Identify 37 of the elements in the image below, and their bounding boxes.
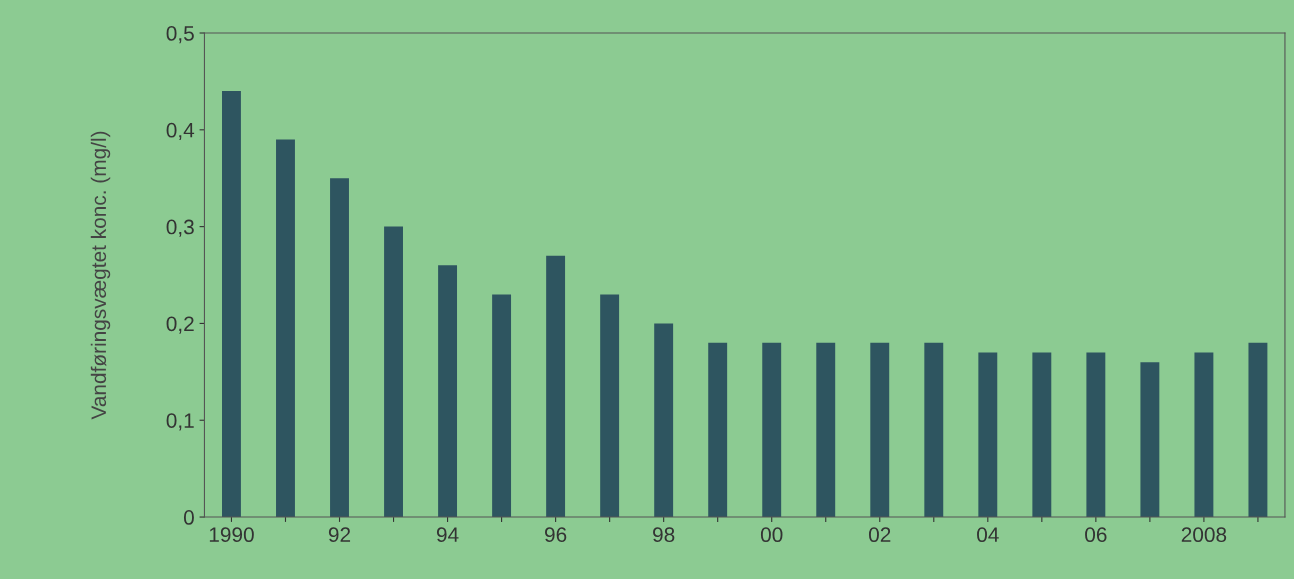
bar — [1248, 342, 1268, 518]
bar — [924, 342, 944, 518]
bar — [978, 352, 998, 518]
bar — [492, 294, 512, 518]
y-tick-label: 0,1 — [166, 413, 194, 431]
bar — [600, 294, 620, 518]
y-axis-title: Vandføringsvægtet konc. (mg/l) — [90, 131, 111, 420]
bar — [384, 226, 403, 518]
bar — [546, 255, 566, 518]
y-tick-label: 0 — [183, 510, 194, 525]
y-tick-label: 0,2 — [166, 316, 194, 334]
bar — [330, 178, 349, 518]
bar — [1032, 352, 1052, 518]
bar — [762, 342, 782, 518]
bar — [222, 91, 241, 518]
bar — [1194, 352, 1214, 518]
x-tick-label: 04 — [977, 527, 999, 543]
bar — [1140, 362, 1160, 518]
bar — [870, 342, 890, 518]
y-tick-label: 0,3 — [166, 219, 194, 237]
x-tick-label: 00 — [760, 527, 783, 543]
x-tick-label: 92 — [328, 527, 351, 543]
x-tick-label: 98 — [653, 527, 675, 543]
x-tick-label: 06 — [1085, 527, 1107, 543]
bar — [276, 139, 295, 518]
x-tick-label: 2008 — [1181, 527, 1227, 543]
x-tick-label: 1990 — [209, 527, 254, 543]
bar — [654, 323, 674, 518]
y-tick-label: 0,4 — [166, 122, 195, 141]
x-tick-label: 96 — [545, 527, 567, 543]
bar — [708, 342, 728, 518]
bar — [438, 265, 458, 518]
x-tick-label: 02 — [868, 527, 891, 543]
x-tick-label: 94 — [436, 527, 459, 543]
bar — [816, 342, 836, 518]
bar — [1086, 352, 1106, 518]
y-tick-label: 0,5 — [166, 26, 194, 44]
